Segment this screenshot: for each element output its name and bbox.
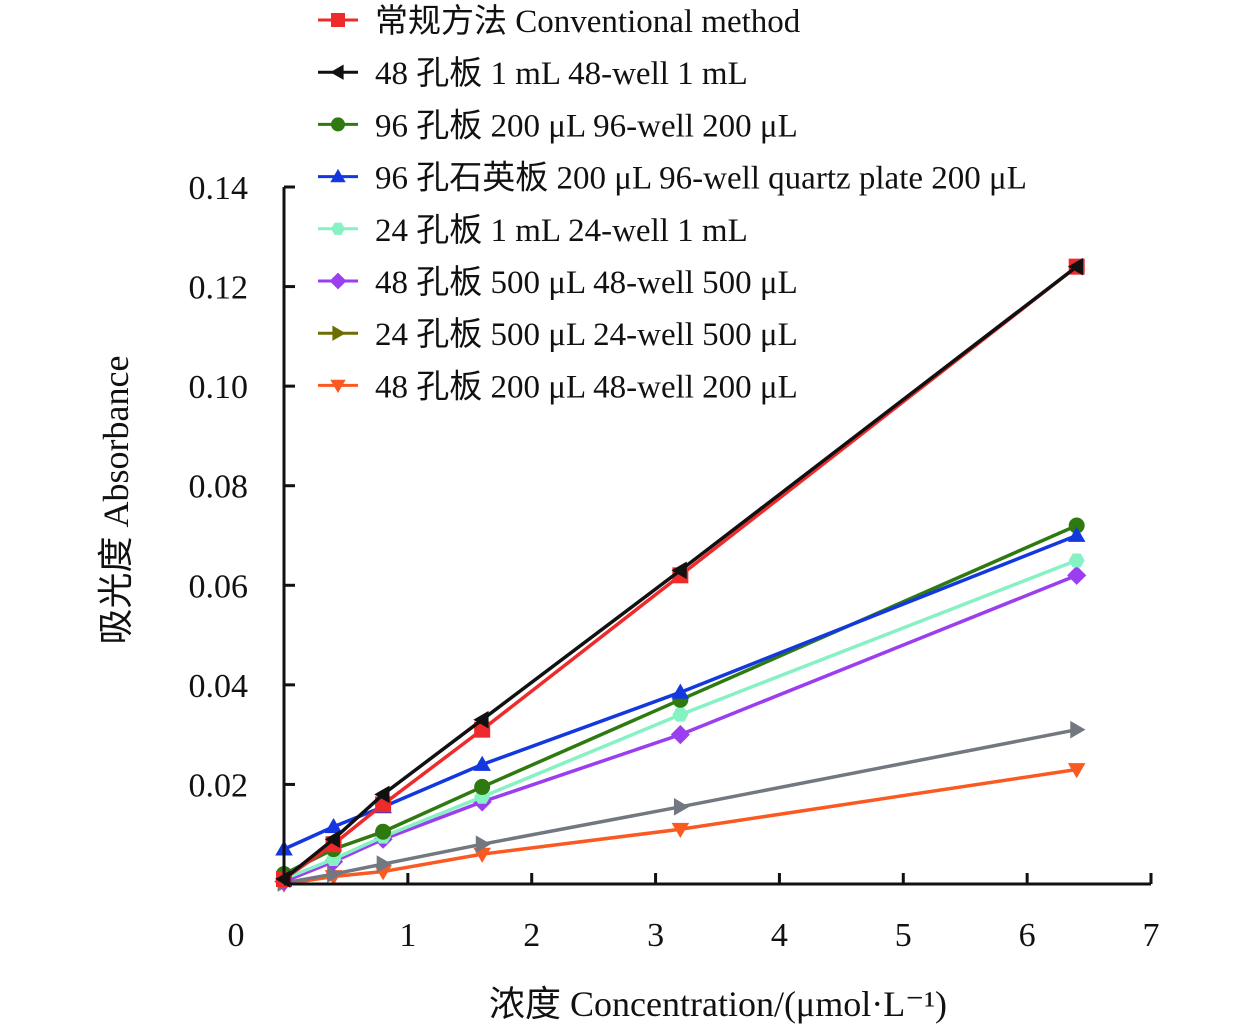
x-ticks: 1 2 3 4 5 6 7 (399, 873, 1160, 954)
data-point (1067, 763, 1086, 779)
series-line (282, 265, 1078, 881)
data-point (1067, 565, 1087, 585)
legend: 常规方法 Conventional method 48 孔板 1 mL 48-we… (318, 3, 1027, 405)
data-point (672, 707, 689, 722)
y-tick-label: 0.06 (189, 568, 249, 605)
legend-label: 48 孔板 1 mL 48-well 1 mL (375, 55, 748, 92)
series-5 (274, 565, 1087, 892)
legend-marker (332, 325, 346, 341)
y-tick-label: 0.14 (189, 170, 249, 207)
x-tick-label: 3 (647, 917, 664, 954)
data-point (473, 710, 489, 729)
series-line (283, 573, 1078, 884)
legend-item: 常规方法 Conventional method (318, 3, 801, 40)
data-point (1067, 257, 1084, 276)
data-point (473, 755, 491, 771)
plot-series (274, 257, 1087, 893)
y-tick-label: 0.08 (189, 469, 249, 506)
y-ticks: 0.02 0.04 0.06 0.08 0.10 0.12 0.14 (189, 170, 295, 804)
legend-marker (331, 13, 345, 27)
series-line (283, 767, 1077, 886)
series-line (283, 533, 1078, 851)
legend-label: 96 孔石英板 200 μL 96-well quartz plate 200 … (375, 160, 1027, 197)
axes: 0.02 0.04 0.06 0.08 0.10 0.12 0.14 1 2 3 4 5 6 7 (189, 170, 1160, 954)
legend-label: 48 孔板 200 μL 48-well 200 μL (375, 368, 798, 405)
x-axis-title: 浓度 Concentration/(μmol·L⁻¹) (489, 984, 947, 1024)
y-tick-label: 0.02 (189, 767, 249, 804)
data-point (375, 823, 392, 840)
series-6 (277, 720, 1086, 892)
x-tick-label: 1 (399, 917, 416, 954)
data-point (327, 865, 343, 883)
legend-label: 96 孔板 200 μL 96-well 200 μL (375, 107, 798, 144)
x-tick-label: 4 (771, 917, 788, 954)
x-tick-label: 6 (1019, 917, 1036, 954)
legend-marker (330, 64, 344, 80)
legend-item: 96 孔石英板 200 μL 96-well quartz plate 200 … (318, 160, 1027, 197)
series-line (283, 727, 1078, 885)
data-point (671, 683, 690, 699)
x-tick-label: 2 (523, 917, 540, 954)
legend-marker (330, 379, 346, 394)
data-point (671, 561, 687, 580)
data-point (670, 725, 690, 745)
x-tick-label: 5 (895, 917, 912, 954)
x-tick-label: 0 (228, 917, 245, 954)
data-point (474, 778, 491, 795)
legend-item: 24 孔板 500 μL 24-well 500 μL (318, 316, 798, 353)
data-point (671, 822, 690, 839)
x-tick-label: 7 (1143, 917, 1160, 954)
legend-item: 96 孔板 200 μL 96-well 200 μL (318, 107, 798, 144)
legend-item: 48 孔板 1 mL 48-well 1 mL (318, 55, 748, 92)
series-line (283, 558, 1078, 881)
legend-item: 48 孔板 200 μL 48-well 200 μL (318, 368, 798, 405)
legend-marker (330, 168, 346, 183)
y-axis-title: 吸光度 Absorbance (96, 356, 136, 645)
series-line (283, 523, 1078, 876)
series-line (282, 265, 1078, 881)
y-tick-label: 0.04 (189, 668, 249, 705)
data-point (1068, 553, 1085, 568)
legend-marker (331, 222, 345, 235)
legend-label: 24 孔板 500 μL 24-well 500 μL (375, 316, 798, 353)
legend-item: 48 孔板 500 μL 48-well 500 μL (318, 264, 798, 301)
data-point (475, 835, 491, 853)
data-point (374, 785, 390, 804)
legend-label: 48 孔板 500 μL 48-well 500 μL (375, 264, 798, 301)
data-point (673, 798, 690, 816)
y-tick-label: 0.12 (189, 270, 249, 307)
data-point (324, 830, 340, 848)
legend-label: 24 孔板 1 mL 24-well 1 mL (375, 212, 748, 249)
legend-marker (329, 272, 347, 290)
legend-label: 常规方法 Conventional method (375, 3, 801, 40)
data-point (1070, 720, 1086, 739)
y-tick-label: 0.10 (189, 369, 249, 406)
legend-marker (331, 117, 345, 132)
data-point (1067, 526, 1086, 542)
legend-item: 24 孔板 1 mL 24-well 1 mL (318, 212, 748, 249)
data-point (376, 855, 392, 873)
data-point (324, 817, 343, 834)
data-point (1068, 517, 1085, 534)
